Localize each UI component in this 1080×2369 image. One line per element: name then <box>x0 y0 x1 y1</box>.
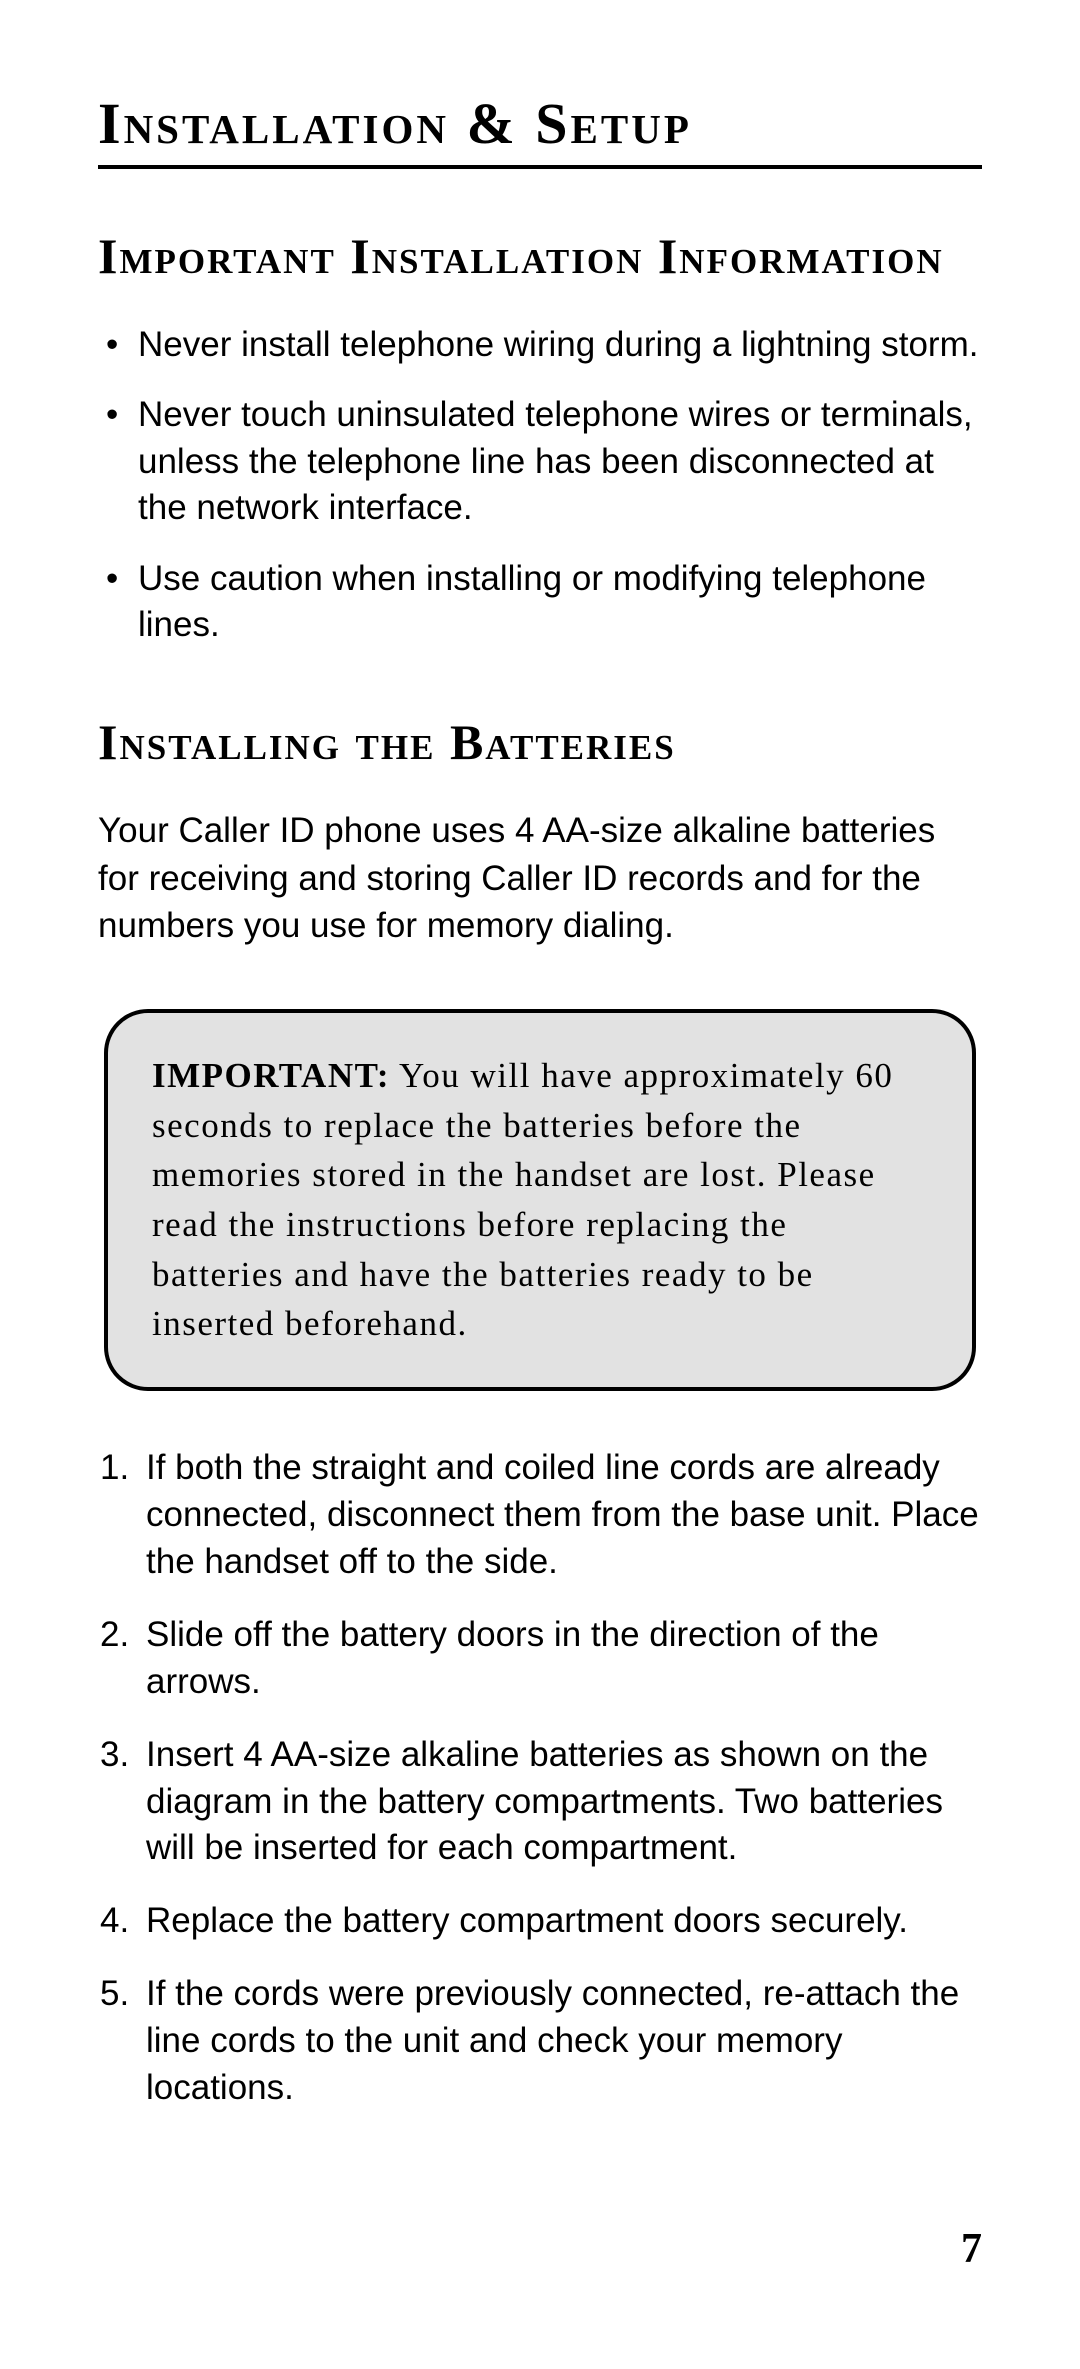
important-callout-box: IMPORTANT: You will have approximately 6… <box>104 1009 976 1391</box>
list-item: If both the straight and coiled line cor… <box>98 1445 982 1586</box>
installation-warnings-list: Never install telephone wiring during a … <box>98 322 982 649</box>
list-item: Never touch uninsulated telephone wires … <box>98 392 982 532</box>
page-number: 7 <box>961 2225 982 2273</box>
list-item: Replace the battery compartment doors se… <box>98 1898 982 1945</box>
list-item: Insert 4 AA-size alkaline batteries as s… <box>98 1732 982 1873</box>
callout-body: You will have approximately 60 seconds t… <box>152 1056 893 1343</box>
list-item: Slide off the battery doors in the direc… <box>98 1612 982 1706</box>
list-item: Use caution when installing or modifying… <box>98 556 982 649</box>
chapter-title: Installation & Setup <box>98 90 982 169</box>
batteries-intro-text: Your Caller ID phone uses 4 AA-size alka… <box>98 807 982 949</box>
list-item: If the cords were previously connected, … <box>98 1971 982 2112</box>
section-title-installing-batteries: Installing the Batteries <box>98 711 982 774</box>
section-title-important-installation: Important Installation Information <box>98 225 982 288</box>
battery-install-steps: If both the straight and coiled line cor… <box>98 1445 982 2112</box>
document-page: Installation & Setup Important Installat… <box>0 0 1080 2112</box>
callout-lead: IMPORTANT: <box>152 1056 390 1095</box>
list-item: Never install telephone wiring during a … <box>98 322 982 369</box>
